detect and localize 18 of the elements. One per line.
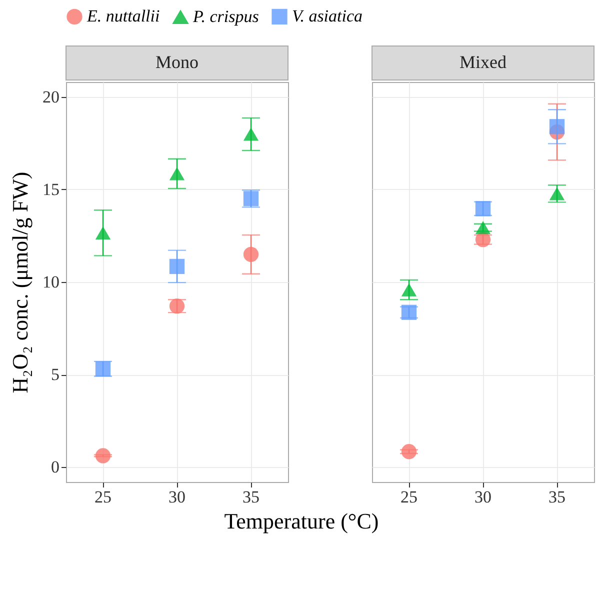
y-tick-label: 10 xyxy=(42,272,60,292)
x-tick-label: 30 xyxy=(474,488,492,506)
legend-label: V. asiatica xyxy=(292,6,363,26)
chart-title: Mixed xyxy=(460,52,506,72)
y-tick-label: 0 xyxy=(51,458,60,477)
chart-title: Mono xyxy=(155,52,199,72)
legend-label: P. crispus xyxy=(192,7,260,26)
x-axis-title: Temperature (°C) xyxy=(224,508,379,534)
x-tick-label: 35 xyxy=(548,488,566,506)
y-tick-label: 15 xyxy=(42,180,60,199)
x-tick-label: 25 xyxy=(94,488,112,506)
x-tick-label: 25 xyxy=(400,488,418,506)
x-tick-label: 35 xyxy=(242,488,260,506)
legend-label: E. nuttallii xyxy=(86,6,160,26)
y-axis-title: H₂O₂ conc. (μmol/g FW) xyxy=(8,172,32,394)
y-tick-label: 20 xyxy=(42,87,60,106)
y-tick-label: 5 xyxy=(51,365,60,384)
x-tick-label: 30 xyxy=(168,488,186,506)
